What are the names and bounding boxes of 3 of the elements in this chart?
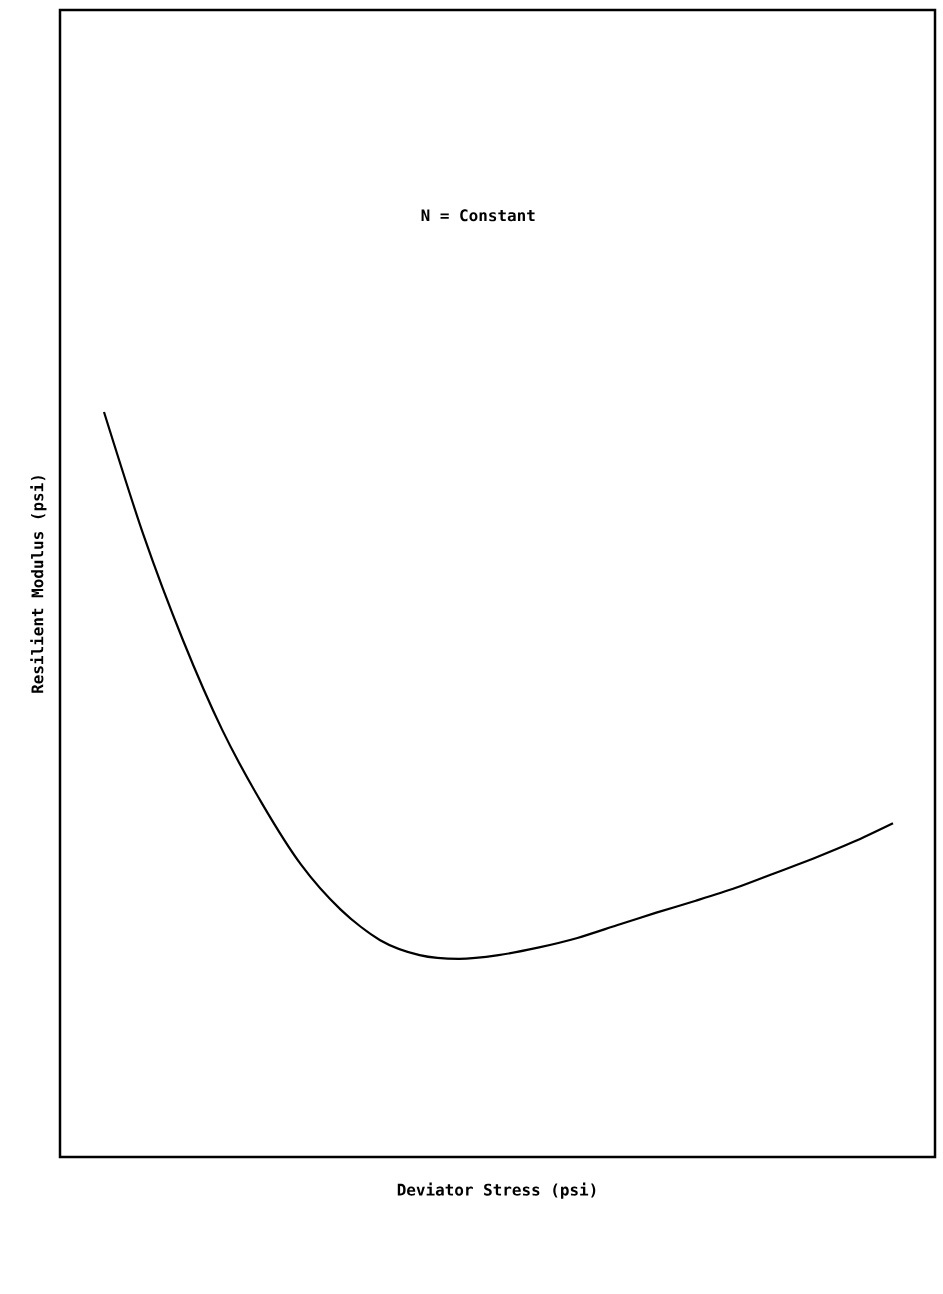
x-axis-title: Deviator Stress (psi) <box>397 1182 596 1199</box>
y-axis-title: Resilient Modulus (psi) <box>30 476 47 693</box>
text: N = Constant <box>421 209 535 222</box>
